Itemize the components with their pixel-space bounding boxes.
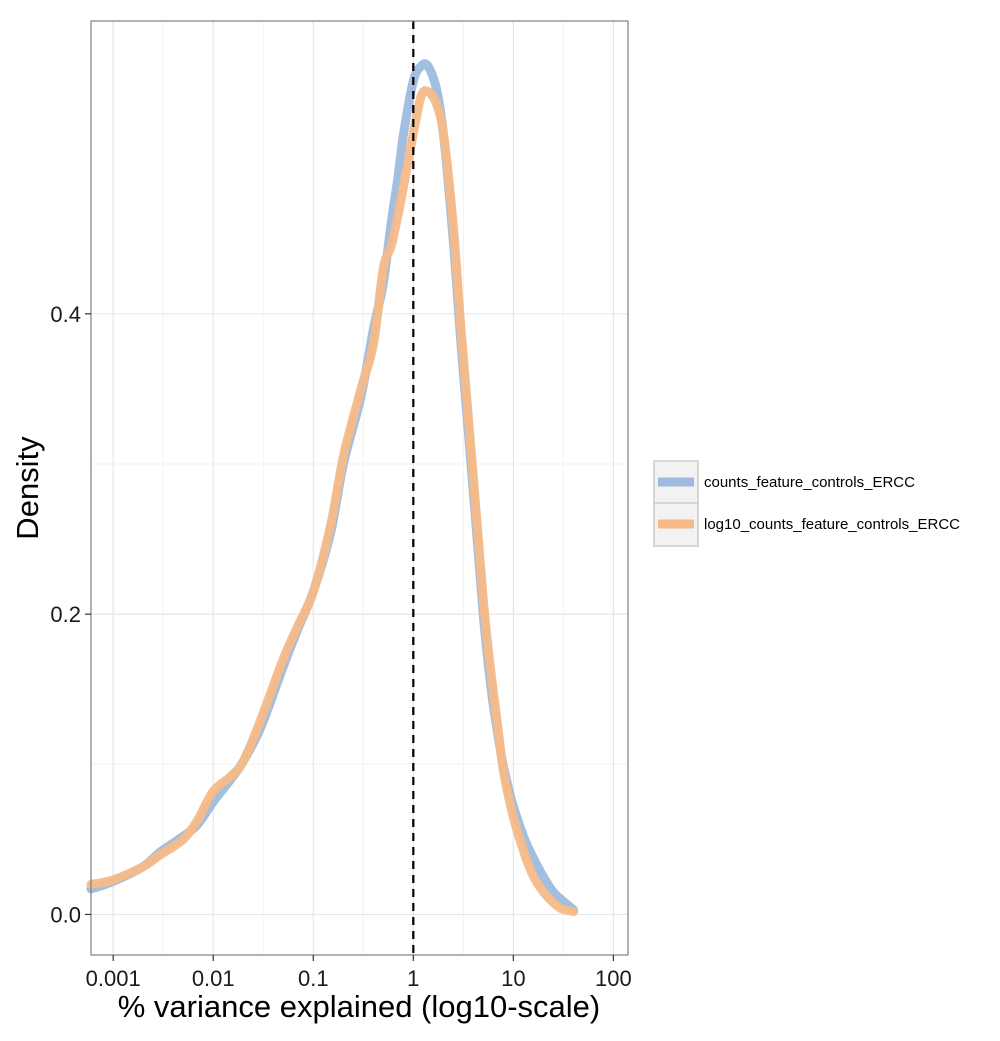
x-tick-label: 0.001	[86, 966, 141, 991]
y-tick-label: 0.4	[50, 302, 81, 327]
legend-label-log10-counts: log10_counts_feature_controls_ERCC	[704, 516, 960, 533]
y-tick-label: 0.0	[50, 902, 81, 927]
legend-label-counts: counts_feature_controls_ERCC	[704, 474, 915, 491]
x-tick-label: 0.01	[192, 966, 235, 991]
series-layer	[86, 59, 579, 916]
y-axis-title: Density	[10, 436, 45, 540]
x-tick-label: 0.1	[298, 966, 329, 991]
series-line-log10-counts	[86, 86, 579, 916]
x-tick-label: 100	[595, 966, 632, 991]
y-tick-label: 0.2	[50, 602, 81, 627]
tick-layer: 0.001 0.01 0.1 1 10 100 0.0 0.2 0.4	[50, 302, 631, 991]
plot-border	[90, 20, 629, 956]
x-axis-title: % variance explained (log10-scale)	[118, 989, 600, 1024]
plot-panel	[91, 21, 628, 955]
legend: counts_feature_controls_ERCC log10_count…	[653, 460, 960, 547]
x-tick-label: 1	[407, 966, 419, 991]
x-tick-label: 10	[501, 966, 525, 991]
